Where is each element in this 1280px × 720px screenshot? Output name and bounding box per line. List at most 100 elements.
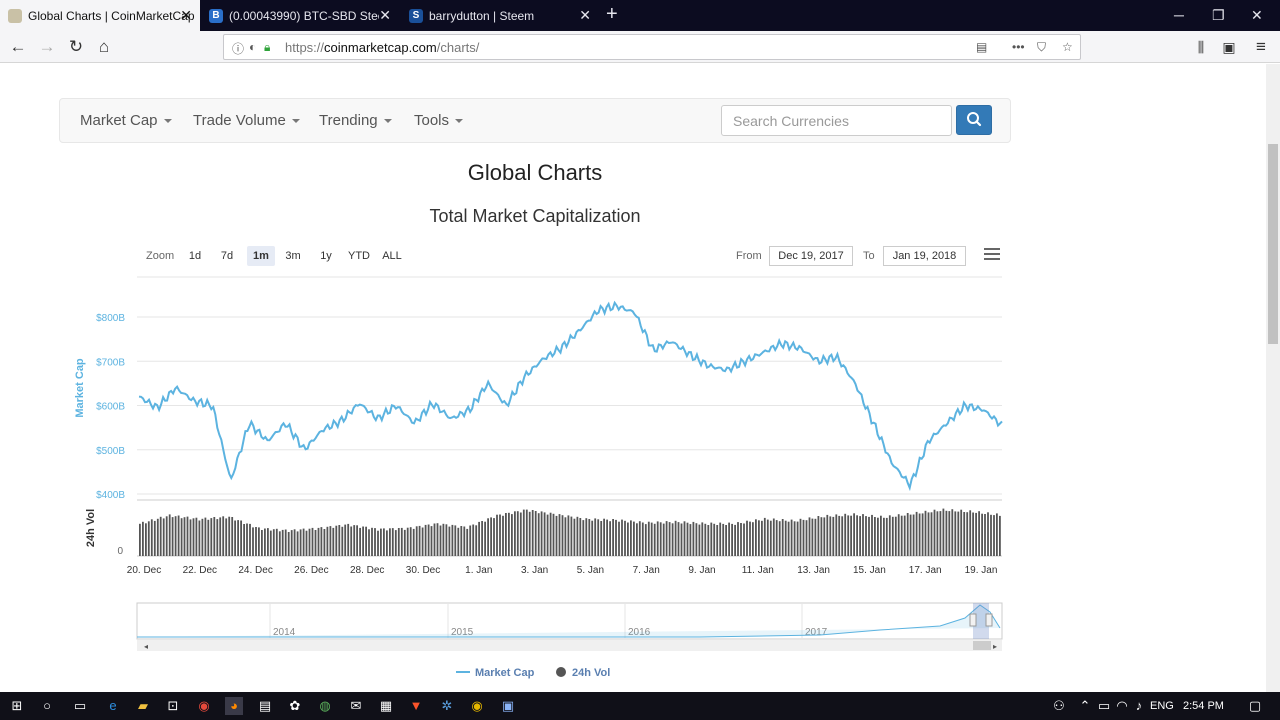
zoom-all-button[interactable]: ALL [382,250,402,262]
volume-bar [957,511,960,556]
volume-bar [162,518,165,556]
zoom-1d-button[interactable]: 1d [188,250,202,262]
new-tab-icon[interactable]: + [606,3,618,25]
minimize-icon[interactable]: ─ [1174,7,1184,23]
tab-steem[interactable]: S barrydutton | Steem ✕ [401,0,599,31]
file-explorer-icon[interactable]: ▰ [138,698,148,713]
y-tick-label: $600B [96,402,125,413]
page-actions-icon[interactable]: ••• [1012,40,1025,54]
menu-trending[interactable]: Trending [319,112,392,129]
menu-tools[interactable]: Tools [414,112,464,129]
volume-bar [936,511,939,556]
volume-bar [174,516,177,556]
tab-bittrex[interactable]: B (0.00043990) BTC-SBD SteemDo ✕ [201,0,399,31]
volume-bar [549,512,552,556]
system-clock[interactable]: 2:54 PM [1183,700,1224,712]
volume-bar [868,516,870,556]
volume-bar [790,519,793,556]
volume-bar [802,519,805,556]
app-icon[interactable]: ◍ [319,698,331,713]
address-bar[interactable]: ⓘ ◐ 🔒︎ https://coinmarketcap.com/charts/… [223,34,1081,60]
market-cap-series-line [138,300,1003,492]
action-center-icon[interactable]: ▢ [1248,698,1262,713]
volume-bar [243,524,245,556]
network-icon[interactable]: ◠ [1116,698,1128,713]
windows-start-icon[interactable]: ⊞ [11,698,23,713]
volume-bar [246,523,248,556]
scrollbar-thumb[interactable] [1268,144,1278,344]
people-icon[interactable]: ⚇ [1053,698,1065,713]
volume-bar [490,517,492,556]
chrome-icon[interactable]: ◉ [198,698,210,713]
home-icon[interactable]: ⌂ [98,37,110,56]
library-icon[interactable]: ⫼ [1197,39,1205,55]
close-window-icon[interactable]: ✕ [1251,7,1263,23]
zoom-ytd-button[interactable]: YTD [348,250,370,262]
lock-icon[interactable]: 🔒︎ [264,40,271,54]
volume-bar [862,514,864,556]
sidebar-icon[interactable]: ▣ [1222,39,1236,55]
volume-bar [746,520,748,556]
battery-icon[interactable]: ▭ [1097,698,1111,713]
task-view-icon[interactable]: ▭ [73,698,87,713]
close-tab-icon[interactable]: ✕ [379,7,391,23]
volume-bar [368,529,370,556]
app-icon[interactable]: ▣ [501,698,515,713]
brave-icon[interactable]: ▼ [409,698,423,713]
pocket-icon[interactable]: ⛉ [1037,40,1047,54]
menu-market-cap[interactable]: Market Cap [80,112,172,129]
hamburger-menu-icon[interactable]: ≡ [1256,37,1266,56]
search-input[interactable] [721,105,952,136]
volume-bar [380,528,382,556]
to-date-input[interactable]: Jan 19, 2018 [883,246,966,266]
cortana-icon[interactable]: ○ [43,698,51,713]
tray-chevron-icon[interactable]: ⌃ [1079,698,1091,713]
zoom-3m-button[interactable]: 3m [285,250,301,262]
reader-view-icon[interactable]: ▤ [976,40,988,54]
tracking-shield-icon[interactable]: ◐ [249,40,257,54]
info-icon[interactable]: ⓘ [232,42,245,56]
volume-bar [722,523,725,556]
zoom-7d-button[interactable]: 7d [220,250,234,262]
tab-global-charts[interactable]: Global Charts | CoinMarketCap ✕ [0,0,200,31]
back-icon[interactable]: ← [9,37,27,56]
volume-bar [445,524,448,556]
page-scrollbar[interactable] [1266,64,1280,692]
volume-bar [921,513,924,556]
volume-bar [894,516,897,556]
reload-icon[interactable]: ↻ [68,37,84,56]
app-icon[interactable]: ✲ [441,698,453,713]
volume-icon[interactable]: ♪ [1135,698,1143,713]
firefox-icon[interactable]: ◕ [225,697,243,715]
language-indicator[interactable]: ENG [1150,700,1174,712]
zoom-1m-button[interactable]: 1m [247,246,275,266]
volume-bar [409,527,412,556]
mail-icon[interactable]: ✉ [350,698,362,713]
x-tick-label: 30. Dec [406,565,440,576]
chart-export-menu-icon[interactable] [984,248,1000,262]
app-icon[interactable]: ✿ [289,698,301,713]
restore-icon[interactable]: ❐ [1212,7,1225,23]
edge-icon[interactable]: e [109,698,117,713]
volume-bar [308,528,311,556]
forward-icon[interactable]: → [38,37,56,56]
volume-bar [415,526,418,556]
notepad-icon[interactable]: ▤ [258,698,272,713]
volume-bar [808,517,811,556]
navigator-right-handle [985,613,993,627]
volume-bar [537,513,540,556]
close-tab-icon[interactable]: ✕ [180,7,192,23]
bookmark-star-icon[interactable]: ☆ [1062,40,1073,54]
volume-bar [561,515,564,556]
volume-bar [261,530,263,556]
close-tab-icon[interactable]: ✕ [579,7,591,23]
volume-bar [570,516,573,556]
zoom-1y-button[interactable]: 1y [320,250,332,262]
search-button[interactable] [956,105,992,135]
calculator-icon[interactable]: ▦ [379,698,393,713]
chrome-canary-icon[interactable]: ◉ [471,698,483,713]
menu-trade-volume[interactable]: Trade Volume [193,112,300,129]
volume-bar [662,523,665,556]
store-icon[interactable]: ⊡ [167,698,179,713]
from-date-input[interactable]: Dec 19, 2017 [769,246,853,266]
